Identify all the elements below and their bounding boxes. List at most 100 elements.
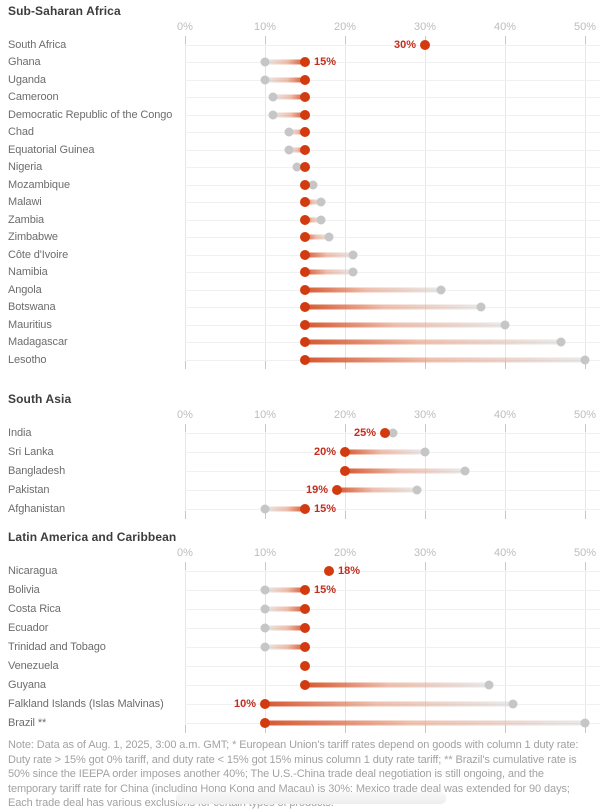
- axis-tick: [585, 561, 586, 570]
- old-rate-dot: [484, 680, 494, 690]
- new-rate-dot: [300, 214, 310, 225]
- section-title: South Asia: [8, 391, 72, 406]
- new-rate-dot: [300, 623, 310, 633]
- axis-tick-label: 50%: [573, 21, 597, 33]
- plot-area: Nicaragua 18% Bolivia 15% Costa Rica Ecuador T…: [0, 561, 603, 733]
- new-rate-dot: [300, 197, 310, 208]
- rate-change-bar: [305, 269, 353, 275]
- country-label: Falkland Islands (Islas Malvinas): [8, 698, 164, 710]
- country-label: Lesotho: [8, 353, 47, 366]
- new-rate-dot: [300, 144, 310, 155]
- rate-change-bar: [305, 252, 353, 258]
- country-label: Trinidad and Tobago: [8, 641, 106, 653]
- country-label: Madagascar: [8, 336, 68, 349]
- chart-row: Brazil **: [0, 714, 603, 733]
- axis: 0% 10% 20% 30% 40% 50%: [0, 20, 603, 36]
- axis-tick: [505, 724, 506, 733]
- country-label: Bangladesh: [8, 465, 66, 477]
- chart-row: Côte d'Ivoire: [0, 246, 603, 264]
- new-rate-dot: [324, 566, 334, 576]
- country-label: Côte d'Ivoire: [8, 248, 69, 261]
- rate-change-bar: [289, 147, 305, 153]
- row-guide-line: [185, 114, 600, 116]
- section-title: Sub-Saharan Africa: [8, 4, 121, 18]
- country-label: Sri Lanka: [8, 446, 54, 458]
- row-guide-line: [185, 132, 600, 134]
- axis-tick: [265, 360, 266, 369]
- axis-tick: [505, 360, 506, 369]
- rate-change-bar: [337, 487, 417, 493]
- rate-change-bar: [273, 94, 305, 100]
- chart-row: Zimbabwe: [0, 229, 603, 247]
- country-label: Bolivia: [8, 584, 40, 596]
- row-guide-line: [185, 97, 600, 99]
- country-label: South Africa: [8, 38, 67, 51]
- chart-row: Zambia: [0, 211, 603, 229]
- country-label: Uganda: [8, 73, 46, 86]
- row-guide-line: [185, 79, 600, 81]
- axis-tick: [585, 724, 586, 733]
- country-label: Angola: [8, 283, 42, 296]
- rate-change-bar: [345, 468, 465, 474]
- new-rate-dot: [300, 57, 310, 68]
- new-rate-dot: [300, 284, 310, 295]
- new-rate-dot: [300, 74, 310, 85]
- chart-row: India 25%: [0, 424, 603, 443]
- rate-change-bar: [305, 304, 481, 310]
- row-guide-line: [185, 62, 600, 64]
- old-rate-dot: [420, 447, 430, 457]
- country-label: Ghana: [8, 56, 41, 69]
- rate-change-bar: [345, 449, 425, 455]
- old-rate-dot: [260, 75, 270, 85]
- new-rate-dot: [300, 319, 310, 330]
- chart-row: Guyana: [0, 676, 603, 695]
- old-rate-dot: [436, 285, 446, 295]
- new-rate-dot: [300, 127, 310, 138]
- old-rate-dot: [412, 485, 422, 495]
- axis-tick: [345, 561, 346, 570]
- new-rate-dot: [340, 447, 350, 457]
- rate-change-bar: [265, 625, 305, 631]
- country-label: Cameroon: [8, 91, 59, 104]
- new-rate-dot: [300, 109, 310, 120]
- rate-value-label: 10%: [233, 698, 256, 710]
- axis-tick: [185, 724, 186, 733]
- axis-tick: [505, 561, 506, 570]
- rate-change-bar: [265, 587, 305, 593]
- new-rate-dot: [300, 249, 310, 260]
- row-guide-line: [185, 666, 600, 667]
- rate-change-bar: [265, 59, 305, 65]
- axis-tick-label: 40%: [493, 408, 517, 421]
- country-label: Nicaragua: [8, 565, 58, 577]
- axis-tick: [265, 36, 266, 44]
- rate-change-bar: [305, 199, 321, 205]
- new-rate-dot: [300, 267, 310, 278]
- chart-section: Sub-Saharan Africa 0% 10% 20% 30% 40% 50% South…: [0, 4, 603, 369]
- axis-tick: [345, 724, 346, 733]
- axis-tick: [345, 510, 346, 519]
- rate-change-bar: [305, 217, 321, 223]
- chart-row: Nicaragua 18%: [0, 562, 603, 581]
- new-rate-dot: [300, 680, 310, 690]
- rate-change-bar: [305, 322, 505, 328]
- scrollbar-thumb[interactable]: [176, 792, 446, 804]
- axis-tick: [345, 423, 346, 432]
- axis-tick: [425, 423, 426, 432]
- rate-value-label: 18%: [338, 565, 361, 577]
- chart-section: South Asia 0% 10% 20% 30% 40% 50% India 25% Sri L…: [0, 392, 603, 519]
- old-rate-dot: [260, 585, 270, 595]
- old-rate-dot: [556, 337, 566, 347]
- old-rate-dot: [260, 604, 270, 614]
- country-label: Equatorial Guinea: [8, 143, 95, 156]
- new-rate-dot: [300, 354, 310, 365]
- old-rate-dot: [348, 250, 358, 260]
- rate-change-bar: [265, 77, 305, 83]
- old-rate-dot: [292, 162, 302, 172]
- chart-row: Mauritius: [0, 316, 603, 334]
- new-rate-dot: [300, 162, 310, 173]
- rate-change-bar: [305, 357, 585, 363]
- axis-tick-label: 0%: [177, 546, 193, 559]
- chart-row: Chad: [0, 124, 603, 142]
- axis-tick: [585, 360, 586, 369]
- chart-row: Equatorial Guinea: [0, 141, 603, 159]
